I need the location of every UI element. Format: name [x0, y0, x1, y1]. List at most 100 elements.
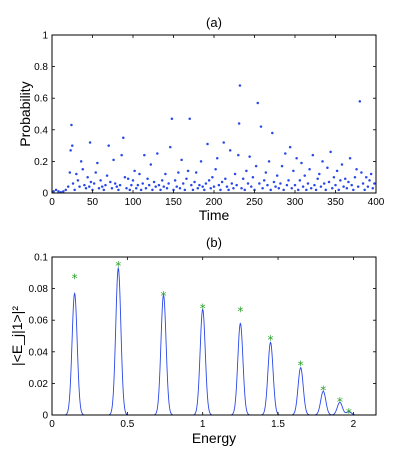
data-point [165, 187, 169, 190]
data-point [321, 160, 324, 163]
data-point [154, 185, 157, 188]
asterisk-marker: * [298, 358, 304, 372]
data-point [215, 156, 219, 160]
data-point [78, 185, 81, 188]
data-point [75, 172, 78, 176]
y-tick-label: 0.4 [34, 125, 48, 136]
data-point [277, 187, 281, 190]
data-point [306, 182, 310, 185]
data-point [97, 187, 101, 190]
data-point [258, 182, 261, 185]
data-point [144, 187, 148, 190]
data-point [157, 183, 161, 187]
data-point [261, 187, 264, 190]
panel-a-xlabel: Time [199, 207, 230, 223]
x-tick-label: 300 [287, 197, 304, 208]
data-point [62, 190, 65, 193]
data-point [274, 185, 277, 188]
data-point [73, 188, 76, 192]
data-point [169, 145, 172, 149]
data-point [275, 174, 279, 177]
y-tick-label: 0.2 [34, 157, 48, 168]
data-point [196, 187, 200, 190]
data-point [162, 185, 166, 188]
data-point [194, 171, 198, 174]
data-point [237, 122, 241, 125]
data-point [332, 175, 336, 179]
data-point [298, 179, 302, 182]
asterisk-marker: * [237, 305, 243, 319]
data-point [188, 117, 191, 120]
panel-b-xlabel: Energy [192, 430, 236, 446]
data-point [118, 183, 122, 187]
data-point [125, 187, 128, 190]
data-point [173, 179, 177, 182]
data-point [117, 188, 120, 192]
data-point [331, 187, 334, 190]
data-point [66, 185, 70, 188]
data-point [123, 175, 127, 179]
data-point [138, 172, 141, 176]
data-point [134, 187, 138, 190]
data-point [193, 180, 196, 184]
data-point [243, 188, 247, 192]
panel-a-title: (a) [206, 15, 222, 30]
data-point [139, 188, 143, 192]
data-point [81, 168, 85, 171]
data-point [83, 183, 86, 187]
panel-b: (b) **** ****** 0 0.5 1 1.5 200.020.040.060.0… [9, 235, 377, 446]
x-tick-label: 400 [368, 197, 385, 208]
y-tick-label: 0.08 [29, 284, 49, 295]
data-point [327, 180, 331, 184]
data-point [256, 101, 259, 105]
panel-a-axes-box [51, 34, 377, 194]
data-point [347, 180, 350, 184]
data-point [248, 155, 251, 158]
data-point [246, 182, 250, 185]
asterisk-marker: * [200, 302, 206, 316]
data-point [251, 175, 255, 179]
asterisk-marker: * [320, 384, 326, 398]
data-point [70, 123, 73, 127]
data-point [233, 172, 237, 176]
data-point [339, 179, 342, 182]
data-point [232, 187, 235, 190]
data-point [369, 172, 373, 176]
data-point [371, 187, 375, 190]
data-point [76, 179, 80, 182]
x-tick-label: 200 [206, 197, 223, 208]
data-point [159, 188, 162, 192]
data-point [282, 188, 285, 192]
data-point [319, 185, 323, 188]
data-point [308, 168, 311, 171]
data-point [314, 188, 318, 192]
x-tick-label: 100 [125, 197, 142, 208]
data-point [350, 183, 353, 187]
data-point [220, 180, 224, 184]
data-point [206, 142, 209, 146]
data-point [71, 144, 74, 147]
data-point [219, 188, 222, 192]
data-point [52, 190, 55, 193]
data-point [203, 188, 206, 192]
data-point [177, 171, 180, 174]
data-point [54, 188, 58, 192]
data-point [167, 182, 170, 185]
data-point [311, 153, 315, 157]
data-point [356, 185, 360, 188]
data-point [178, 187, 182, 190]
data-point [102, 188, 106, 192]
data-point [105, 174, 109, 177]
data-point [368, 179, 371, 182]
data-point [287, 179, 290, 182]
x-tick-label: 1 [200, 419, 206, 430]
data-point [360, 171, 363, 174]
data-point [303, 174, 306, 177]
data-point [301, 185, 305, 188]
asterisk-marker: * [268, 333, 274, 347]
data-point [185, 177, 188, 181]
data-point [227, 188, 230, 192]
data-point [164, 172, 167, 176]
data-point [181, 182, 185, 185]
data-point [335, 169, 339, 173]
